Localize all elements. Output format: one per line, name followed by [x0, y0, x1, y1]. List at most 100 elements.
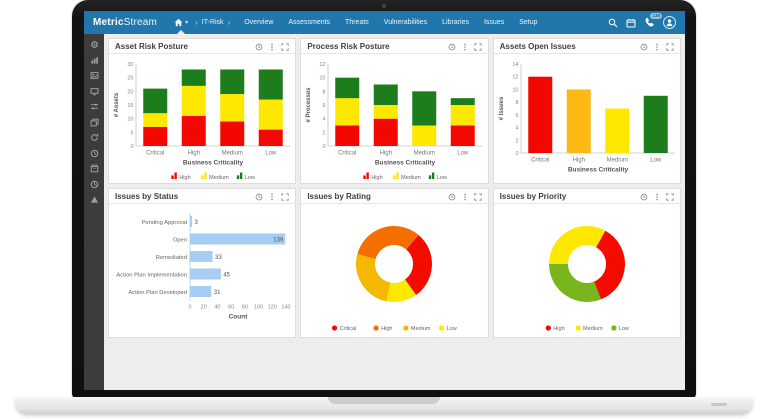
phone-menu[interactable]: 139: [644, 13, 662, 28]
svg-text:4: 4: [515, 125, 518, 131]
svg-text:High: High: [553, 326, 564, 332]
dashboard-grid: Asset Risk Posture 0 5 10 15 20 25 30 # Assets C…: [104, 34, 685, 390]
chart-card-process-risk-posture: Process Risk Posture 0 2 4 6 8 10 12 # Processe…: [300, 38, 489, 184]
breadcrumb-separator: ›: [227, 18, 231, 27]
archive-icon[interactable]: [90, 164, 99, 173]
chart-body: 0 2 4 6 8 10 12 14 # Issues Critical High Medium Low…: [494, 54, 680, 183]
webcam-dot: [382, 4, 386, 8]
chart-card-header: Asset Risk Posture: [109, 39, 296, 54]
monitor-icon[interactable]: [90, 87, 99, 96]
chart-body: 0 2 4 6 8 10 12 # Processes Critical High Medium Lo…: [301, 54, 487, 183]
nav-item-overview[interactable]: Overview: [244, 19, 274, 26]
expand-icon[interactable]: [281, 42, 289, 51]
svg-text:Open: Open: [173, 237, 187, 243]
chart-svg: 0 2 4 6 8 10 12 # Processes Critical High Medium Lo…: [306, 62, 483, 181]
chart-svg: High Medium Low: [545, 225, 629, 332]
logo-bold: Metric: [93, 17, 124, 28]
dashboard-icon[interactable]: [90, 40, 99, 49]
svg-text:12: 12: [320, 62, 326, 68]
user-avatar-icon[interactable]: [663, 16, 676, 29]
chart-title: Asset Risk Posture: [115, 42, 188, 51]
svg-text:60: 60: [228, 304, 234, 310]
kebab-menu-icon[interactable]: [653, 193, 661, 201]
nav-item-setup[interactable]: Setup: [519, 19, 538, 26]
nav-item-vulnerabilities[interactable]: Vulnerabilities: [383, 19, 428, 26]
svg-text:0: 0: [323, 144, 326, 150]
history-icon[interactable]: [448, 193, 456, 201]
svg-text:4: 4: [323, 116, 326, 122]
image-icon[interactable]: [90, 71, 99, 80]
chart-card-assets-open-issues: Assets Open Issues 0 2 4 6 8 10 12 14 # Issues Cr…: [492, 38, 681, 184]
layers-icon[interactable]: [90, 118, 99, 127]
sync-icon[interactable]: [90, 133, 99, 142]
expand-icon[interactable]: [666, 42, 674, 51]
kebab-menu-icon[interactable]: [268, 193, 276, 201]
upload-icon[interactable]: [90, 195, 99, 204]
history-icon[interactable]: [640, 43, 648, 51]
svg-text:8: 8: [323, 89, 326, 95]
expand-icon[interactable]: [474, 192, 482, 201]
screen: MetricStream ▾ › IT-Risk › Overview Asses…: [84, 11, 685, 390]
svg-text:Low: Low: [650, 157, 662, 163]
chart-icon[interactable]: [90, 56, 99, 65]
home-menu[interactable]: ▾: [171, 11, 191, 34]
laptop-bezel: MetricStream ▾ › IT-Risk › Overview Asses…: [72, 0, 696, 398]
svg-text:Low: Low: [447, 326, 457, 332]
chart-card-actions: [640, 42, 674, 51]
chart-card-issues-by-rating: Issues by Rating Critical High Medium Low: [300, 188, 489, 338]
chart-card-actions: [255, 42, 289, 51]
svg-text:Critical: Critical: [531, 157, 549, 163]
svg-text:Critical: Critical: [340, 326, 357, 332]
svg-text:Low: Low: [458, 150, 470, 156]
chart-card-actions: [255, 192, 289, 201]
svg-text:6: 6: [515, 112, 518, 118]
svg-text:0: 0: [515, 151, 518, 157]
reports-icon[interactable]: [90, 180, 99, 189]
svg-text:20: 20: [128, 89, 134, 95]
kebab-menu-icon[interactable]: [268, 43, 276, 51]
nav-item-assessments[interactable]: Assessments: [288, 19, 331, 26]
chart-svg: 0 2 4 6 8 10 12 14 # Issues Critical High Medium Low…: [499, 62, 675, 173]
nav-item-threats[interactable]: Threats: [345, 19, 369, 26]
nav-item-libraries[interactable]: Libraries: [442, 19, 469, 26]
settings-icon[interactable]: [90, 102, 99, 111]
breadcrumb-separator: ›: [195, 18, 198, 27]
nav-item-issues[interactable]: Issues: [483, 19, 505, 26]
kebab-menu-icon[interactable]: [653, 43, 661, 51]
expand-icon[interactable]: [281, 192, 289, 201]
svg-text:2: 2: [515, 138, 518, 144]
svg-text:120: 120: [268, 304, 277, 310]
svg-text:# Assets: # Assets: [114, 92, 120, 117]
svg-text:Medium: Medium: [402, 175, 422, 181]
history-icon[interactable]: [448, 43, 456, 51]
history-icon[interactable]: [640, 193, 648, 201]
svg-text:Medium: Medium: [411, 326, 431, 332]
history-icon[interactable]: [255, 193, 263, 201]
chart-body: Pending Approval 3 Open 139 Remediated 33 Acti…: [109, 204, 295, 337]
chart-title: Assets Open Issues: [499, 42, 576, 51]
svg-text:High: High: [380, 150, 392, 156]
svg-text:5: 5: [131, 130, 134, 136]
svg-text:10: 10: [320, 75, 326, 81]
chart-svg: 0 5 10 15 20 25 30 # Assets Critical High Medium Lo…: [114, 62, 291, 181]
svg-text:0: 0: [131, 144, 134, 150]
kebab-menu-icon[interactable]: [461, 193, 469, 201]
svg-text:6: 6: [323, 103, 326, 109]
svg-text:Medium: Medium: [583, 326, 603, 332]
calendar-icon[interactable]: [626, 18, 636, 28]
history-icon[interactable]: [255, 43, 263, 51]
breadcrumb-section[interactable]: IT-Risk: [201, 19, 224, 26]
kebab-menu-icon[interactable]: [461, 43, 469, 51]
search-icon[interactable]: [608, 18, 618, 28]
svg-text:Business Criticality: Business Criticality: [568, 166, 629, 173]
history-icon[interactable]: [90, 149, 99, 158]
svg-text:20: 20: [201, 304, 207, 310]
svg-text:30: 30: [128, 62, 134, 68]
expand-icon[interactable]: [666, 192, 674, 201]
svg-text:Critical: Critical: [146, 150, 164, 156]
app-logo[interactable]: MetricStream: [93, 17, 157, 28]
svg-text:Pending Approval: Pending Approval: [142, 220, 187, 226]
expand-icon[interactable]: [474, 42, 482, 51]
chart-card-header: Issues by Rating: [301, 189, 488, 204]
